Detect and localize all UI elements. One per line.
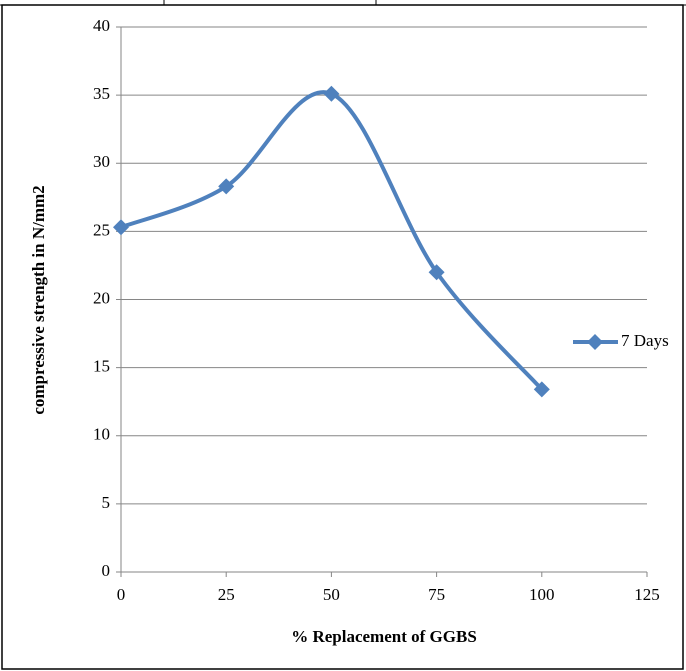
- y-tick-label: 15: [93, 357, 110, 376]
- y-tick-label: 35: [93, 84, 110, 103]
- y-tick-label: 20: [93, 288, 110, 307]
- y-tick-label: 25: [93, 220, 110, 239]
- x-tick-label: 75: [428, 585, 445, 604]
- chart-border: [1, 4, 684, 670]
- data-point: [428, 264, 445, 281]
- y-tick-label: 30: [93, 152, 110, 171]
- y-tick-label: 5: [102, 493, 111, 512]
- x-tick-label: 125: [634, 585, 660, 604]
- y-tick-label: 0: [102, 561, 111, 580]
- data-point: [323, 85, 340, 102]
- y-axis-title: compressive strength in N/mm2: [29, 185, 48, 414]
- legend-marker: [587, 334, 603, 350]
- x-tick-label: 100: [529, 585, 555, 604]
- series-line: [120, 90, 544, 391]
- y-tick-label: 10: [93, 425, 110, 444]
- data-point: [218, 178, 235, 195]
- x-tick-label: 25: [218, 585, 235, 604]
- x-tick-label: 0: [117, 585, 126, 604]
- y-tick-label: 40: [93, 16, 110, 35]
- legend-label: 7 Days: [621, 331, 669, 350]
- data-point: [533, 381, 550, 398]
- data-point: [113, 219, 129, 236]
- x-tick-label: 50: [323, 585, 340, 604]
- x-axis-title: % Replacement of GGBS: [291, 627, 477, 646]
